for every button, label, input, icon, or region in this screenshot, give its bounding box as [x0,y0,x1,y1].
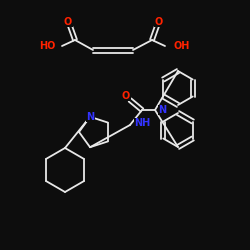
Text: OH: OH [173,41,190,51]
Text: N: N [86,112,94,122]
Text: NH: NH [134,118,150,128]
Text: O: O [155,17,163,27]
Text: N: N [158,105,166,115]
Text: O: O [122,91,130,101]
Text: HO: HO [40,41,56,51]
Text: O: O [64,17,72,27]
